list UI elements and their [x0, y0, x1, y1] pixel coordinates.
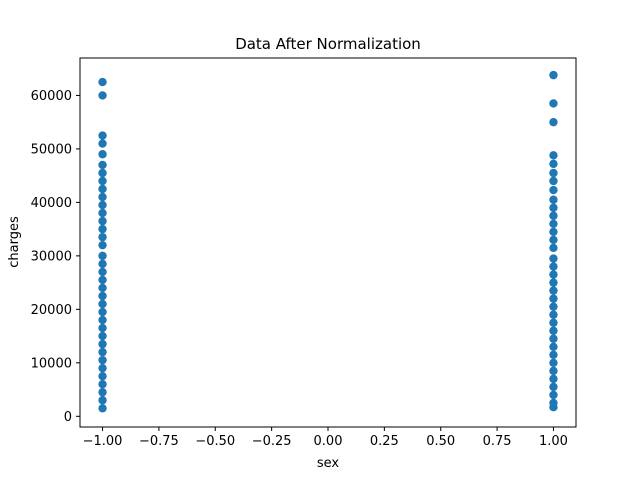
data-point	[549, 350, 558, 360]
data-point	[549, 117, 558, 127]
data-point	[549, 310, 558, 319]
x-axis: −1.00 −0.75 −0.50 −0.25 0.00 0.25 0.50 0.75 1.00	[83, 427, 568, 449]
x-tick-label: 0.25	[370, 434, 399, 449]
y-axis-title: charges	[7, 216, 22, 268]
data-point	[549, 262, 558, 271]
data-point	[98, 208, 107, 218]
data-point	[98, 275, 107, 285]
x-tick-label: 0.75	[483, 434, 512, 449]
data-points	[98, 70, 558, 413]
plot-frame	[79, 57, 577, 428]
data-point	[549, 235, 558, 245]
data-point	[549, 254, 558, 263]
data-point	[549, 278, 558, 287]
data-point	[98, 355, 107, 365]
data-point	[98, 363, 107, 373]
y-tick-label: 50000	[31, 142, 72, 157]
data-point	[98, 77, 107, 87]
data-point	[549, 358, 558, 368]
data-point	[98, 139, 107, 148]
y-tick-label: 20000	[31, 303, 72, 318]
data-point	[549, 151, 558, 160]
data-point	[549, 294, 558, 303]
data-point	[98, 184, 107, 194]
data-point	[549, 318, 558, 327]
data-point	[98, 192, 107, 202]
data-point	[98, 331, 107, 341]
data-point	[549, 390, 558, 400]
data-point	[98, 315, 107, 325]
data-point	[549, 70, 558, 80]
data-point	[549, 227, 558, 237]
data-point	[549, 219, 558, 228]
data-point	[98, 232, 107, 242]
data-point	[549, 195, 558, 204]
data-point	[549, 168, 558, 178]
chart-title: Data After Normalization	[235, 35, 421, 53]
x-tick-label: 1.00	[539, 434, 568, 449]
data-point	[549, 374, 558, 384]
x-tick-label: −1.00	[83, 434, 123, 449]
data-point	[98, 299, 107, 309]
data-point	[98, 216, 107, 226]
data-point	[98, 347, 107, 357]
data-point	[549, 326, 558, 335]
data-point	[549, 302, 558, 311]
data-point	[98, 91, 107, 100]
data-point	[98, 283, 107, 293]
data-point	[549, 366, 558, 376]
data-point	[98, 240, 107, 250]
data-point	[549, 176, 558, 186]
y-tick-label: 10000	[31, 356, 72, 371]
data-point	[98, 259, 107, 269]
data-point	[98, 160, 107, 170]
data-point	[98, 131, 107, 140]
data-point	[98, 323, 107, 333]
data-point	[98, 371, 107, 381]
data-point	[98, 168, 107, 178]
y-tick-label: 30000	[31, 249, 72, 264]
data-point	[549, 286, 558, 295]
x-axis-title: sex	[317, 456, 340, 471]
data-point	[549, 211, 558, 220]
y-axis: 0 10000 20000 30000 40000 50000 60000	[31, 89, 80, 425]
data-point	[98, 150, 107, 159]
data-point	[549, 270, 558, 279]
data-point	[98, 404, 107, 413]
y-tick-label: 40000	[31, 196, 72, 211]
data-point	[98, 339, 107, 349]
data-point	[549, 382, 558, 392]
x-tick-label: 0.00	[314, 434, 343, 449]
y-tick-label: 60000	[31, 89, 72, 104]
x-tick-label: 0.50	[426, 434, 455, 449]
data-point	[98, 251, 107, 261]
data-point	[98, 380, 107, 389]
data-point	[98, 200, 107, 210]
data-point	[549, 203, 558, 212]
data-point	[98, 224, 107, 234]
data-point	[98, 291, 107, 301]
data-point	[549, 403, 558, 412]
data-point	[549, 159, 558, 169]
x-tick-label: −0.50	[195, 434, 235, 449]
x-tick-label: −0.25	[252, 434, 292, 449]
x-tick-label: −0.75	[139, 434, 179, 449]
data-point	[98, 396, 107, 405]
data-point	[98, 307, 107, 317]
data-point	[98, 176, 107, 186]
data-point	[549, 185, 558, 195]
data-point	[549, 334, 558, 343]
data-point	[549, 243, 558, 253]
data-point	[549, 342, 558, 351]
y-tick-label: 0	[64, 410, 72, 425]
data-point	[98, 267, 107, 277]
data-point	[98, 388, 107, 397]
data-point	[549, 99, 558, 108]
